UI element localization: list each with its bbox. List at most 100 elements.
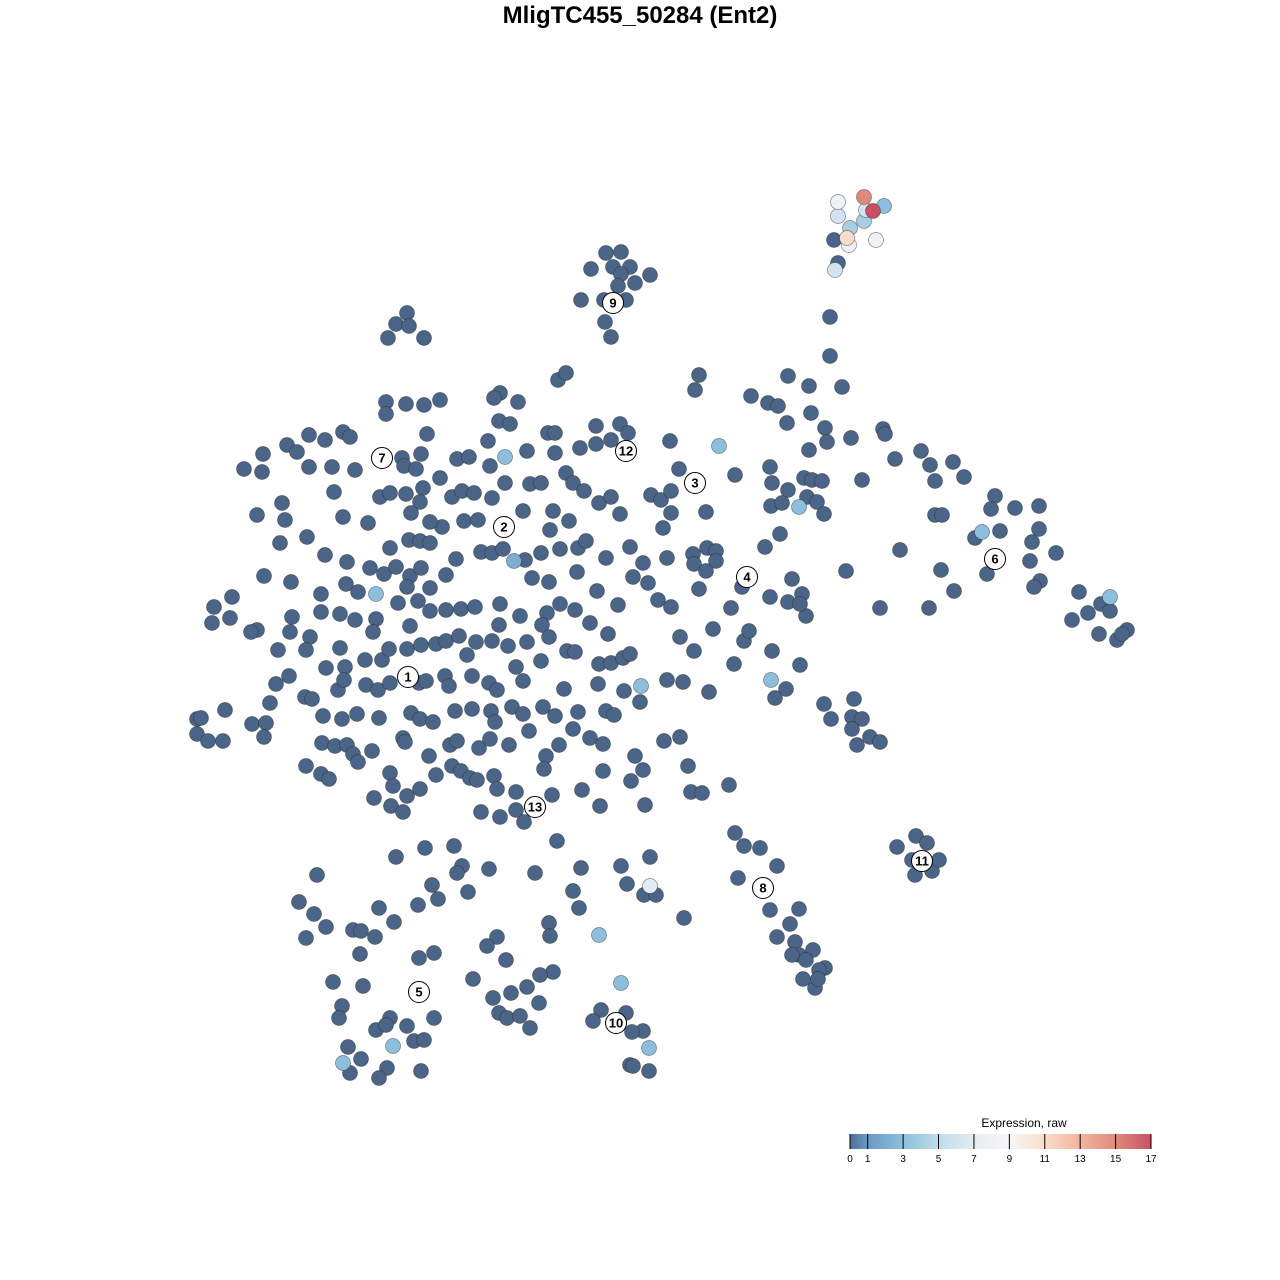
data-point [595,763,611,779]
cluster-label-badge [602,292,624,314]
data-point [353,923,369,939]
data-point [598,550,614,566]
data-point [671,461,687,477]
data-point [764,643,780,659]
data-point [556,681,572,697]
data-point [411,950,427,966]
data-point [846,691,862,707]
data-point [466,485,482,501]
data-point [366,790,382,806]
data-point [721,777,737,793]
data-point [542,522,558,538]
data-point [378,406,394,422]
data-point [339,554,355,570]
data-point [582,730,598,746]
cluster-label-text: 1 [404,670,411,685]
data-point [826,232,842,248]
data-point [451,628,467,644]
data-point [408,461,424,477]
data-point [653,492,669,508]
data-point [1091,626,1107,642]
data-point [277,512,293,528]
cluster-label-badge [984,548,1006,570]
data-point [274,495,290,511]
data-point [663,505,679,521]
data-point [484,633,500,649]
data-point [567,644,583,660]
data-point [565,475,581,491]
data-point [438,567,454,583]
data-point [533,545,549,561]
data-point [782,916,798,932]
data-point [573,860,589,876]
legend-tick-label: 7 [971,1154,977,1165]
data-point [612,506,628,522]
data-point [610,278,626,294]
data-point [791,499,807,515]
cluster-label: 7 [371,447,393,469]
data-point [268,676,284,692]
data-point [585,1013,601,1029]
data-point [603,432,619,448]
data-point [355,978,371,994]
data-point [468,634,484,650]
data-point [603,329,619,345]
data-point [382,540,398,556]
data-point [456,513,472,529]
data-point [317,432,333,448]
legend-tick-label: 5 [936,1154,942,1165]
data-point [650,592,666,608]
data-point [461,449,477,465]
data-point [730,870,746,886]
data-point [642,878,658,894]
data-point [552,541,568,557]
data-point [413,560,429,576]
data-point [843,430,859,446]
data-point [321,771,337,787]
data-point [508,802,524,818]
data-point [236,461,252,477]
data-point [1080,605,1096,621]
data-point [402,618,418,634]
data-point [656,733,672,749]
data-point [301,459,317,475]
data-point [480,433,496,449]
cluster-label-text: 11 [915,854,929,869]
data-point [485,990,501,1006]
data-point [589,583,605,599]
data-point [574,782,590,798]
data-point [193,710,209,726]
data-point [508,784,524,800]
data-point [779,415,795,431]
data-point [298,758,314,774]
data-point [492,596,508,612]
cluster-label-badge [493,516,515,538]
data-point [412,781,428,797]
data-point [498,952,514,968]
data-point [438,602,454,618]
data-point [784,947,800,963]
data-point [803,405,819,421]
data-point [315,708,331,724]
data-point [542,928,558,944]
data-point [426,1010,442,1026]
cluster-label-text: 2 [500,520,507,535]
data-point [419,426,435,442]
data-point [922,457,938,473]
data-point [582,615,598,631]
data-point [641,1040,657,1056]
data-point [342,429,358,445]
data-point [536,761,552,777]
data-point [822,309,838,325]
data-point [410,897,426,913]
data-point [360,515,376,531]
data-point [501,737,517,753]
data-point [244,716,260,732]
data-point [349,706,365,722]
data-point [854,472,870,488]
cluster-label-text: 3 [691,476,698,491]
data-point [486,390,502,406]
data-point [541,574,557,590]
data-point [418,673,434,689]
